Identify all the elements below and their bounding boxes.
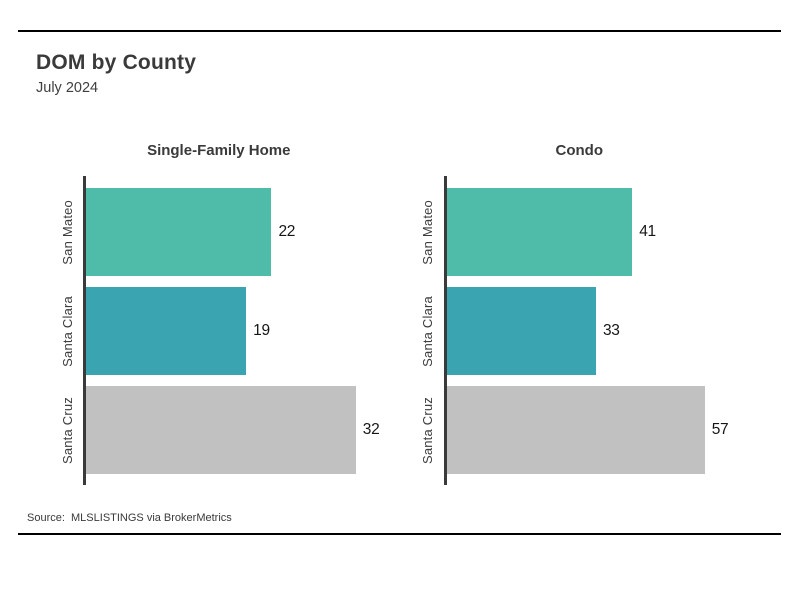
category-label: San Mateo	[48, 188, 86, 276]
header: DOM by County July 2024	[36, 50, 799, 96]
bar-row: Santa Cruz 57	[409, 386, 751, 475]
bar	[86, 287, 247, 376]
charts-container: Single-Family Home San Mateo 22 Santa Clar…	[48, 142, 751, 486]
category-label-text: Santa Cruz	[420, 396, 435, 464]
category-label-text: San Mateo	[59, 199, 75, 265]
category-label: Santa Clara	[409, 287, 447, 375]
page-subtitle: July 2024	[36, 80, 99, 97]
y-axis-line	[443, 176, 447, 486]
bar	[446, 386, 705, 475]
chart-condo: Condo San Mateo 41 Santa Clara 33 Santa Cruz…	[409, 142, 751, 486]
bar-row: San Mateo 22	[48, 188, 390, 277]
category-label: Santa Cruz	[409, 386, 447, 474]
bar-rows: San Mateo 22 Santa Clara 19 Santa Cruz 32	[48, 176, 390, 485]
bar-row: San Mateo 41	[409, 188, 751, 277]
value-label: 57	[711, 421, 729, 439]
value-label: 41	[639, 223, 656, 241]
category-label-text: Santa Cruz	[59, 396, 75, 464]
top-rule	[18, 30, 781, 32]
bar	[86, 188, 272, 277]
page-title: DOM by County	[36, 51, 197, 74]
value-label: 32	[362, 421, 380, 439]
bar	[446, 287, 596, 376]
bar	[446, 188, 633, 277]
page: DOM by County July 2024 Single-Family Ho…	[0, 30, 799, 605]
bar	[86, 386, 356, 475]
bottom-rule	[18, 533, 781, 536]
chart-single-family-home: Single-Family Home San Mateo 22 Santa Clar…	[48, 142, 390, 486]
source-note: Source: MLSLISTINGS via BrokerMetrics	[27, 512, 232, 525]
category-label: San Mateo	[409, 188, 447, 276]
value-label: 22	[278, 223, 296, 241]
chart-plot-area: San Mateo 41 Santa Clara 33 Santa Cruz 57	[409, 176, 751, 486]
bar-row: Santa Cruz 32	[48, 386, 390, 475]
bar-rows: San Mateo 41 Santa Clara 33 Santa Cruz 57	[409, 176, 751, 485]
bar-row: Santa Clara 33	[409, 287, 751, 376]
value-label: 19	[253, 322, 270, 340]
category-label-text: Santa Clara	[59, 295, 75, 367]
chart-plot-area: San Mateo 22 Santa Clara 19 Santa Cruz 32	[48, 176, 390, 486]
category-label: Santa Clara	[48, 287, 86, 375]
category-label-text: Santa Clara	[420, 295, 435, 367]
category-label: Santa Cruz	[48, 386, 86, 474]
chart-title: Single-Family Home	[147, 142, 291, 160]
y-axis-line	[83, 176, 86, 486]
category-label-text: San Mateo	[420, 199, 435, 265]
value-label: 33	[602, 322, 620, 340]
bar-row: Santa Clara 19	[48, 287, 390, 376]
chart-title: Condo	[555, 142, 603, 160]
